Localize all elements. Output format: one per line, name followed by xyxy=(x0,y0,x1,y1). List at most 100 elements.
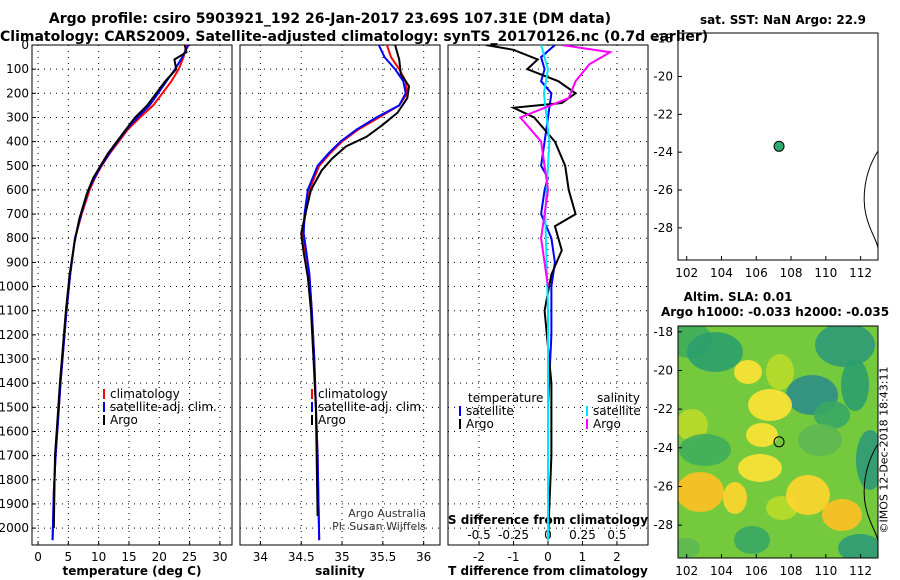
x-tick-label: 15 xyxy=(121,550,136,564)
heatmap-cell xyxy=(678,409,708,441)
map-x-tick-label: 112 xyxy=(849,564,872,578)
map-x-tick-label: 110 xyxy=(814,266,837,280)
x-tick-label: 34.5 xyxy=(288,550,315,564)
y-tick-label: 1600 xyxy=(0,424,29,438)
argo-location-marker xyxy=(773,436,785,448)
legend-entry: Argo xyxy=(593,417,621,431)
y-tick-label: 100 xyxy=(6,62,29,76)
coastline xyxy=(863,150,879,249)
y-tick-label: 2000 xyxy=(0,521,29,535)
x-tick-label: 30 xyxy=(212,550,227,564)
map-y-tick-label: -28 xyxy=(653,221,673,235)
map-y-tick-label: -18 xyxy=(653,32,673,46)
x-tick-label: 35 xyxy=(334,550,349,564)
x-tick-label: 20 xyxy=(152,550,167,564)
legend-entry: satellite xyxy=(593,404,641,418)
heatmap-cell xyxy=(723,482,747,514)
s-tick-label: 0.5 xyxy=(607,528,626,542)
y-tick-label: 1900 xyxy=(0,497,29,511)
x-tick-label: 36 xyxy=(416,550,431,564)
y-tick-label: 1800 xyxy=(0,473,29,487)
y-tick-label: 1700 xyxy=(0,449,29,463)
series-line-argo xyxy=(52,45,188,529)
heatmap-cell xyxy=(687,332,743,372)
x-tick-label: 0 xyxy=(544,550,552,564)
map-y-tick-label: -24 xyxy=(653,145,673,159)
x-axis-label: salinity xyxy=(315,564,365,578)
heatmap-cell xyxy=(822,499,862,531)
series-line-climatology xyxy=(51,45,188,541)
coastline xyxy=(863,443,879,542)
annotation-line: PI: Susan Wijffels xyxy=(332,520,426,533)
sla-map-panel xyxy=(677,325,879,559)
axes-frame xyxy=(239,44,441,546)
heatmap-cell xyxy=(734,526,770,554)
y-tick-label: 200 xyxy=(6,86,29,100)
y-tick-label: 1500 xyxy=(0,400,29,414)
heatmap-cell xyxy=(679,434,731,466)
x-tick-label: 35.5 xyxy=(369,550,396,564)
map-y-tick-label: -26 xyxy=(653,479,673,493)
map-x-tick-label: 108 xyxy=(780,564,803,578)
map-x-tick-label: 104 xyxy=(710,266,733,280)
x-tick-label: 10 xyxy=(91,550,106,564)
sla-heatmap-field xyxy=(678,326,878,558)
heatmap-cell xyxy=(678,538,700,558)
y-tick-label: 600 xyxy=(6,183,29,197)
argo-location-marker xyxy=(773,140,785,152)
map-frame xyxy=(677,325,879,559)
s-tick-label: 0.25 xyxy=(569,528,596,542)
axes-frame xyxy=(31,44,233,546)
heatmap-cell xyxy=(746,423,778,447)
map-y-tick-label: -22 xyxy=(653,402,673,416)
legend-entry: Argo xyxy=(466,417,494,431)
map-x-tick-label: 102 xyxy=(675,564,698,578)
y-tick-label: 700 xyxy=(6,207,29,221)
x-axis-label: T difference from climatology xyxy=(448,564,648,578)
y-tick-label: 0 xyxy=(21,38,29,52)
map-x-tick-label: 108 xyxy=(780,266,803,280)
heatmap-cell xyxy=(856,430,878,490)
sst-map-panel xyxy=(677,32,879,261)
map-frame xyxy=(677,32,879,261)
y-tick-label: 800 xyxy=(6,231,29,245)
map-x-tick-label: 104 xyxy=(710,564,733,578)
legend-entry: climatology xyxy=(318,387,388,401)
map-y-tick-label: -18 xyxy=(653,325,673,339)
heatmap-cell xyxy=(748,389,792,421)
map-y-tick-label: -26 xyxy=(653,183,673,197)
heatmap-cell xyxy=(815,326,875,367)
x-tick-label: -1 xyxy=(508,550,520,564)
sla-map-title-line1: Altim. SLA: 0.01 xyxy=(684,290,793,304)
y-tick-label: 300 xyxy=(6,110,29,124)
heatmap-cell xyxy=(798,424,842,456)
x-tick-label: -2 xyxy=(473,550,485,564)
y-tick-label: 500 xyxy=(6,159,29,173)
map-x-tick-label: 106 xyxy=(745,266,768,280)
heatmap-cell xyxy=(766,354,794,390)
y-tick-label: 1400 xyxy=(0,376,29,390)
map-x-tick-label: 102 xyxy=(675,266,698,280)
y-tick-label: 400 xyxy=(6,135,29,149)
map-y-tick-label: -24 xyxy=(653,441,673,455)
sla-map-title-line2: Argo h1000: -0.033 h2000: -0.035 xyxy=(661,305,889,319)
legend-entry: satellite-adj. clim. xyxy=(318,400,425,414)
y-tick-label: 1200 xyxy=(0,328,29,342)
y-tick-label: 1300 xyxy=(0,352,29,366)
heatmap-cell xyxy=(678,472,724,512)
map-y-tick-label: -20 xyxy=(653,363,673,377)
x-axis-label: temperature (deg C) xyxy=(63,564,202,578)
annotation-line: Argo Australia xyxy=(348,507,426,520)
series-line-satellite-adj-clim- xyxy=(51,45,190,541)
legend-entry: Argo xyxy=(110,413,138,427)
copyright-credit: ©IMOS 12-Dec-2018 18:43:11 xyxy=(877,366,891,534)
map-x-tick-label: 106 xyxy=(745,564,768,578)
x-tick-label: 25 xyxy=(182,550,197,564)
x-tick-label: 2 xyxy=(613,550,621,564)
series-line-argo xyxy=(300,45,411,517)
figure-title-line1: Argo profile: csiro 5903921_192 26-Jan-2… xyxy=(48,11,612,27)
figure-title-line2: Climatology: CARS2009. Satellite-adjuste… xyxy=(0,29,709,45)
x-tick-label: 1 xyxy=(579,550,587,564)
x-tick-label: 0 xyxy=(34,550,42,564)
